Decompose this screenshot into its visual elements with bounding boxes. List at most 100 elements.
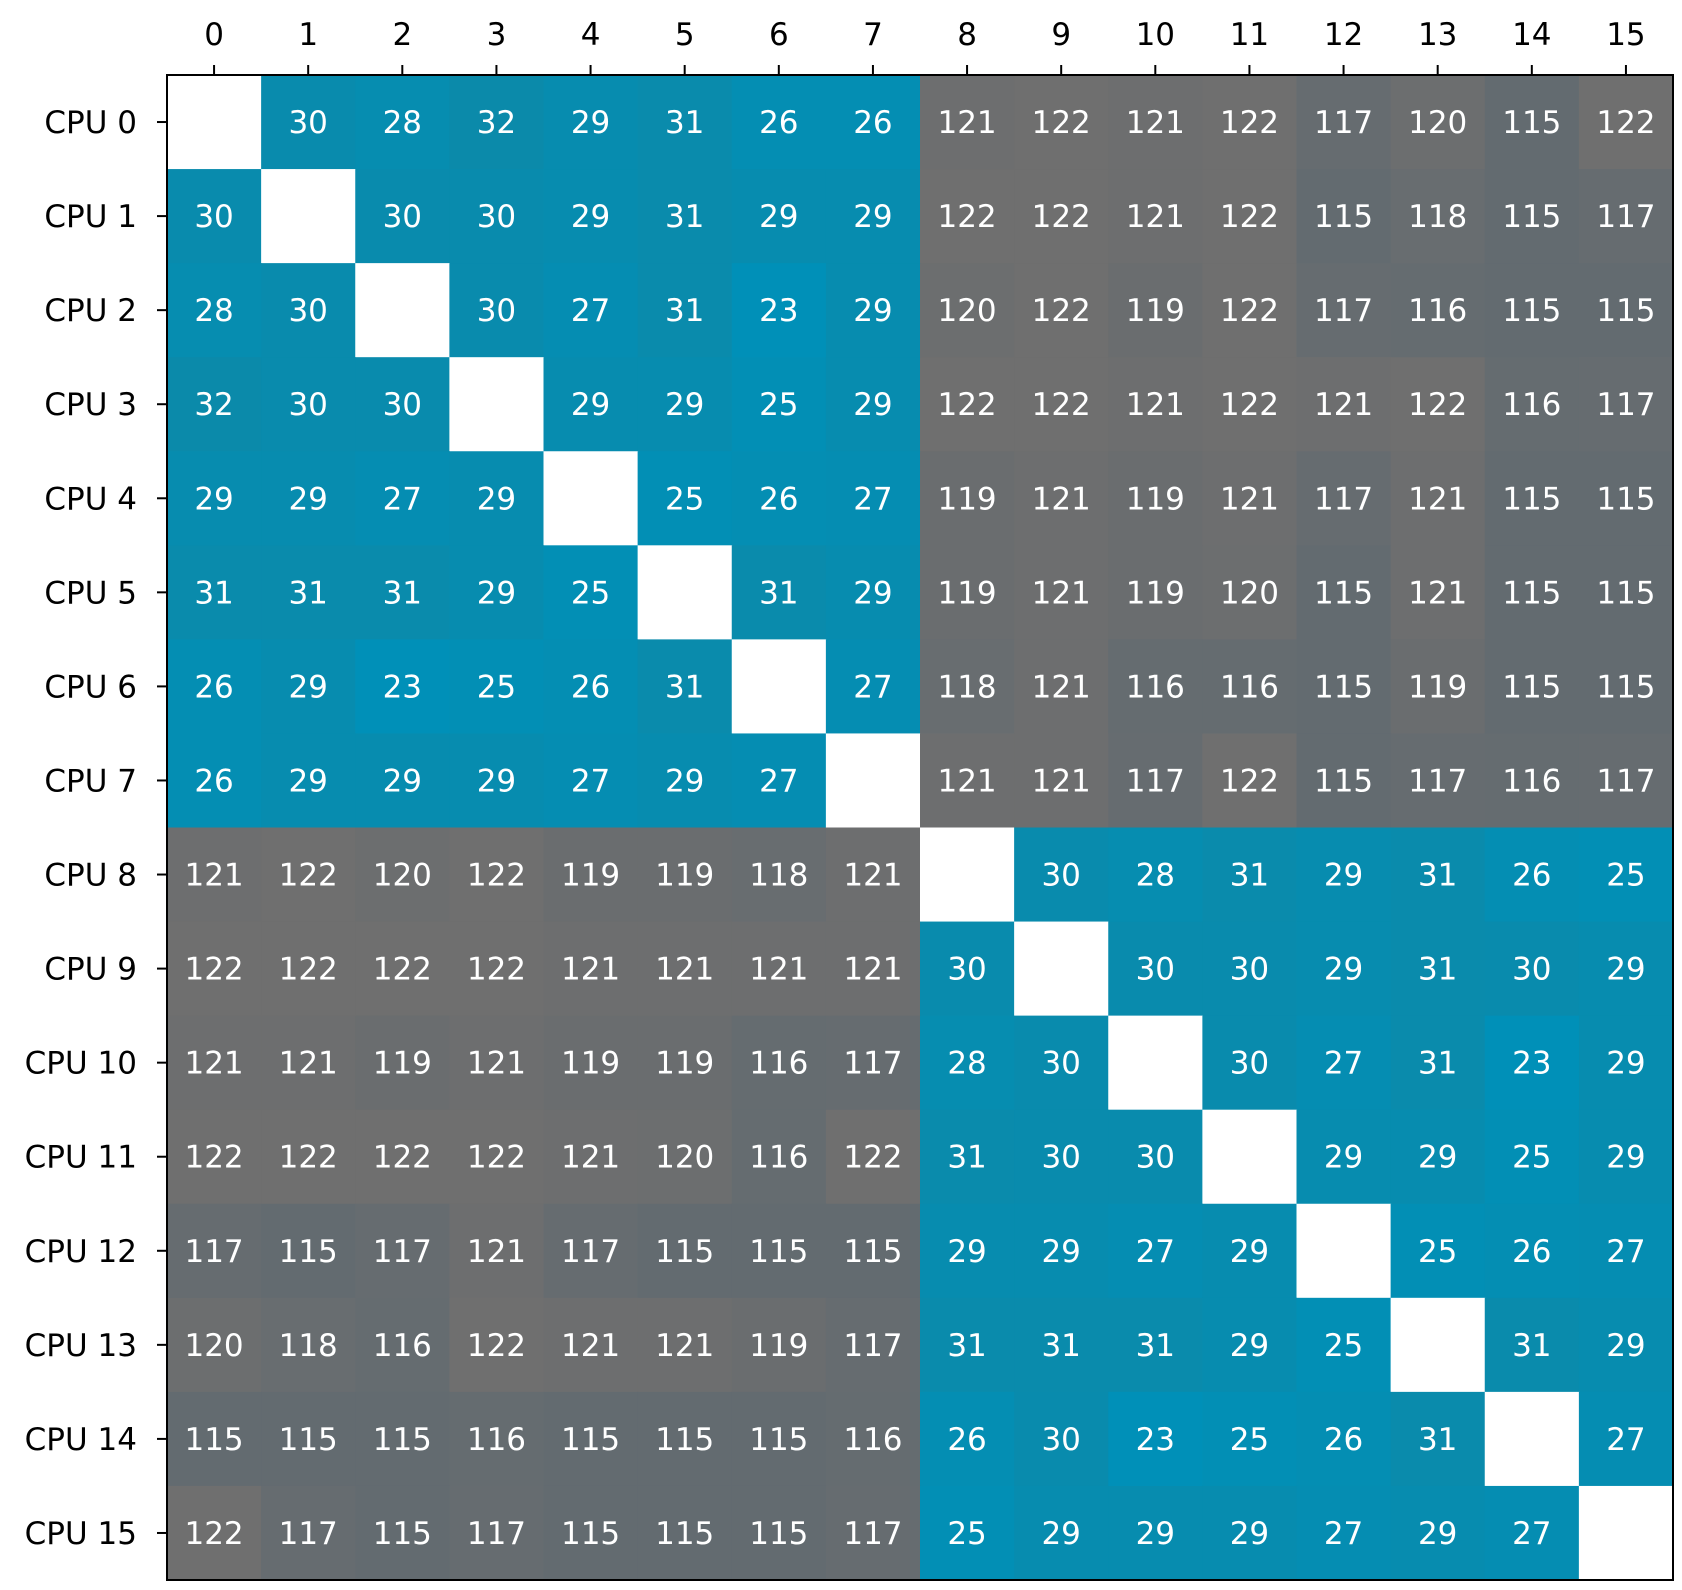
cell-value-label: 29 xyxy=(1041,1516,1080,1552)
cell-value-label: 121 xyxy=(184,858,243,894)
heatmap-cell xyxy=(731,1015,827,1111)
heatmap-cell xyxy=(355,639,450,735)
cell-value-label: 115 xyxy=(655,1234,714,1270)
heatmap-cell xyxy=(920,451,1015,546)
y-tick-label: CPU 6 xyxy=(44,669,137,705)
heatmap-cell xyxy=(449,1485,545,1581)
heatmap-cell xyxy=(1296,75,1392,170)
heatmap-cell xyxy=(449,1203,545,1299)
heatmap-cell xyxy=(920,1109,1015,1205)
cell-value-label: 27 xyxy=(1324,1046,1363,1082)
heatmap-cell xyxy=(1108,169,1203,264)
cell-value-label: 29 xyxy=(1606,1140,1645,1176)
cell-value-label: 27 xyxy=(1324,1516,1363,1552)
cell-value-label: 23 xyxy=(1136,1422,1175,1458)
heatmap-cell xyxy=(449,75,545,170)
cell-value-label: 122 xyxy=(937,387,996,423)
heatmap-cell xyxy=(1578,169,1674,264)
heatmap-cell xyxy=(825,545,921,640)
cell-value-label: 29 xyxy=(1418,1516,1457,1552)
cell-value-label: 27 xyxy=(853,669,892,705)
cell-value-label: 117 xyxy=(843,1046,902,1082)
heatmap-cell xyxy=(1578,827,1674,923)
heatmap-cell xyxy=(1390,1297,1486,1393)
heatmap-cell xyxy=(637,545,733,640)
cell-value-label: 29 xyxy=(477,481,516,517)
cell-value-label: 28 xyxy=(194,293,233,329)
cell-value-label: 26 xyxy=(759,481,798,517)
heatmap-cell xyxy=(1390,639,1486,735)
cell-value-label: 26 xyxy=(947,1422,986,1458)
heatmap-cell xyxy=(637,1391,733,1487)
cell-value-label: 28 xyxy=(383,105,422,141)
heatmap-cell xyxy=(920,75,1015,170)
cell-value-label: 29 xyxy=(1418,1140,1457,1176)
heatmap-cell xyxy=(449,733,545,829)
cell-value-label: 31 xyxy=(665,199,704,235)
heatmap-cell xyxy=(1296,921,1392,1017)
cell-value-label: 23 xyxy=(1512,1046,1551,1082)
cell-value-label: 32 xyxy=(194,387,233,423)
cell-value-label: 117 xyxy=(1596,763,1655,799)
cell-value-label: 115 xyxy=(1314,199,1373,235)
cell-value-label: 115 xyxy=(1314,763,1373,799)
x-tick-label: 6 xyxy=(769,17,789,53)
cell-value-label: 122 xyxy=(467,1140,526,1176)
x-axis: 0 1 2 3 4 5 6 7 8 9 10 11 12 13 14 15 xyxy=(204,17,1646,75)
cell-value-label: 119 xyxy=(937,481,996,517)
cell-value-label: 30 xyxy=(1041,858,1080,894)
heatmap-cell xyxy=(1390,1391,1486,1487)
cell-value-label: 118 xyxy=(937,669,996,705)
cell-value-label: 31 xyxy=(665,105,704,141)
heatmap-cell xyxy=(1014,639,1109,735)
heatmap-cell xyxy=(261,639,356,735)
y-tick-label: CPU 14 xyxy=(25,1422,137,1458)
heatmap-cell xyxy=(1578,75,1674,170)
cell-value-label: 115 xyxy=(1502,669,1561,705)
cell-value-label: 25 xyxy=(477,669,516,705)
heatmap-cell xyxy=(167,451,262,546)
y-tick-label: CPU 13 xyxy=(25,1328,137,1364)
heatmap-cell xyxy=(261,1485,356,1581)
heatmap-cell xyxy=(731,639,827,735)
heatmap-cell xyxy=(355,545,450,640)
heatmap-cell xyxy=(637,75,733,170)
cell-value-label: 121 xyxy=(843,858,902,894)
heatmap-cell xyxy=(1578,357,1674,452)
cell-value-label: 119 xyxy=(1408,669,1467,705)
cell-value-label: 29 xyxy=(853,575,892,611)
cell-value-label: 121 xyxy=(1126,199,1185,235)
cell-value-label: 122 xyxy=(279,952,338,988)
cell-value-label: 121 xyxy=(937,763,996,799)
cell-value-label: 26 xyxy=(571,669,610,705)
cell-value-label: 25 xyxy=(947,1516,986,1552)
cell-value-label: 30 xyxy=(1041,1046,1080,1082)
cell-value-label: 29 xyxy=(1606,1328,1645,1364)
heatmap-cell xyxy=(825,1485,921,1581)
cell-value-label: 118 xyxy=(1408,199,1467,235)
cell-value-label: 122 xyxy=(184,1140,243,1176)
cell-value-label: 122 xyxy=(373,1140,432,1176)
cell-value-label: 121 xyxy=(1408,575,1467,611)
heatmap-cell xyxy=(825,827,921,923)
y-tick-label: CPU 9 xyxy=(44,952,137,988)
cell-value-label: 115 xyxy=(1314,575,1373,611)
heatmap-cell xyxy=(261,921,356,1017)
heatmap-cell xyxy=(1108,1015,1203,1111)
heatmap-cell xyxy=(637,827,733,923)
cell-value-label: 117 xyxy=(467,1516,526,1552)
x-tick-label: 5 xyxy=(675,17,695,53)
heatmap-cell xyxy=(1390,1485,1486,1581)
cell-value-label: 29 xyxy=(1606,952,1645,988)
heatmap-cell xyxy=(167,357,262,452)
heatmap-cell xyxy=(261,263,356,358)
heatmap-cell xyxy=(1108,1297,1203,1393)
cell-value-label: 115 xyxy=(184,1422,243,1458)
heatmap-cell xyxy=(1108,639,1203,735)
y-tick-label: CPU 4 xyxy=(44,481,137,517)
cell-value-label: 31 xyxy=(383,575,422,611)
heatmap-cell xyxy=(355,1109,450,1205)
heatmap-cell xyxy=(1202,1297,1298,1393)
heatmap-cell xyxy=(449,169,545,264)
